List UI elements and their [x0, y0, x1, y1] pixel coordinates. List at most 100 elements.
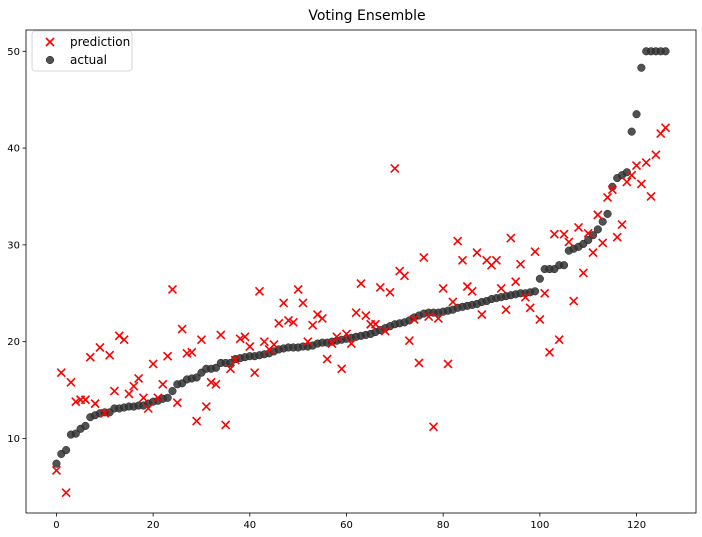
prediction-point	[250, 368, 260, 378]
prediction-point	[109, 386, 120, 396]
legend-actual-marker	[45, 55, 55, 65]
legend: prediction actual	[31, 30, 133, 72]
actual-point	[211, 363, 221, 372]
prediction-point	[506, 233, 516, 243]
actual-point	[632, 110, 641, 119]
prediction-point	[201, 401, 211, 412]
x-tick-label: 20	[147, 520, 160, 531]
actual-point	[584, 235, 593, 245]
prediction-point	[327, 339, 337, 349]
prediction-point	[428, 422, 439, 432]
x-tick-label: 120	[627, 520, 646, 531]
prediction-point	[143, 403, 153, 414]
prediction-point	[583, 228, 593, 238]
prediction-point	[66, 377, 76, 387]
legend-entry-actual: actual	[45, 53, 107, 67]
prediction-point	[622, 177, 632, 187]
prediction-point	[564, 237, 574, 247]
prediction-point	[433, 313, 443, 324]
prediction-point	[612, 232, 622, 242]
actual-point	[81, 421, 90, 430]
prediction-point	[80, 395, 91, 405]
prediction-point	[607, 185, 617, 195]
prediction-point	[414, 358, 424, 368]
actual-point	[535, 274, 544, 283]
prediction-point	[235, 334, 245, 344]
prediction-point	[530, 247, 540, 257]
prediction-point	[105, 350, 115, 360]
actual-point	[637, 63, 646, 72]
prediction-point	[211, 379, 221, 389]
y-tick-label: 50	[7, 47, 20, 58]
prediction-point	[472, 248, 482, 258]
prediction-point	[192, 416, 202, 426]
prediction-point	[404, 336, 414, 346]
prediction-point	[269, 340, 279, 350]
prediction-point	[95, 342, 105, 353]
prediction-point	[240, 332, 250, 342]
prediction-point	[477, 310, 487, 320]
y-tick-label: 40	[7, 144, 20, 155]
prediction-point	[641, 158, 651, 168]
prediction-point	[288, 317, 298, 327]
prediction-point	[419, 252, 429, 263]
prediction-point	[230, 355, 240, 365]
prediction-point	[424, 311, 434, 322]
prediction-point	[631, 160, 642, 171]
prediction-point	[559, 229, 569, 239]
legend-label-prediction: prediction	[70, 35, 130, 49]
prediction-point	[496, 283, 506, 294]
prediction-point	[317, 313, 327, 324]
prediction-point	[163, 351, 173, 361]
prediction-point	[573, 222, 584, 233]
prediction-point	[274, 318, 284, 328]
x-tick-label: 60	[340, 520, 353, 531]
prediction-point	[346, 339, 356, 349]
prediction-point	[549, 229, 559, 239]
prediction-point	[511, 277, 521, 287]
prediction-point	[341, 329, 352, 339]
actual-point	[62, 446, 71, 455]
prediction-point	[356, 279, 366, 289]
prediction-point	[453, 236, 463, 246]
actual-point	[192, 373, 201, 382]
legend-prediction-marker	[45, 37, 55, 47]
prediction-point	[221, 420, 231, 430]
actual-point	[52, 459, 61, 468]
prediction-point	[554, 335, 564, 345]
prediction-point	[443, 359, 453, 369]
prediction-point	[322, 354, 332, 364]
prediction-point	[138, 393, 149, 403]
x-tick-label: 40	[243, 520, 256, 531]
prediction-point	[332, 332, 342, 342]
actual-point	[627, 127, 636, 136]
prediction-point	[385, 287, 395, 297]
prediction-point	[598, 238, 608, 248]
prediction-point	[569, 296, 579, 306]
prediction-point	[617, 219, 627, 230]
prediction-point	[515, 259, 526, 269]
prediction-point	[216, 330, 226, 340]
actual-point	[622, 168, 631, 177]
prediction-point	[279, 298, 289, 308]
legend-entry-prediction: prediction	[45, 35, 130, 49]
actual-point	[530, 287, 540, 296]
prediction-point	[148, 359, 158, 369]
prediction-point	[535, 314, 545, 324]
prediction-point	[245, 341, 255, 352]
prediction-point	[540, 288, 550, 298]
prediction-point	[124, 389, 134, 399]
prediction-point	[361, 310, 371, 321]
y-tick-label: 20	[7, 337, 20, 348]
prediction-point	[85, 352, 95, 362]
mark-layer	[51, 47, 671, 498]
y-tick-label: 30	[7, 240, 20, 251]
prediction-point	[254, 286, 265, 296]
prediction-point	[520, 292, 530, 302]
prediction-point	[61, 488, 71, 498]
prediction-point	[298, 298, 308, 308]
prediction-point	[206, 377, 216, 387]
prediction-point	[593, 210, 603, 220]
